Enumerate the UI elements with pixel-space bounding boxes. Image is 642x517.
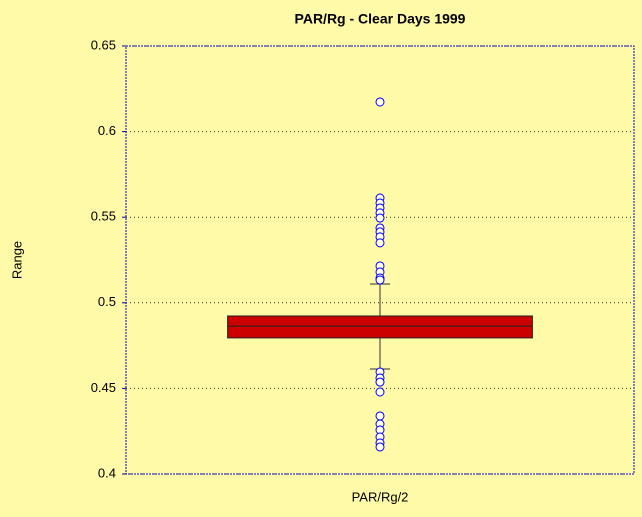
chart-title: PAR/Rg - Clear Days 1999 (295, 11, 466, 27)
plot-border (125, 45, 635, 475)
x-tick-label: PAR/Rg/2 (352, 489, 409, 504)
outlier (375, 238, 385, 248)
y-tick-label: 0.45 (91, 380, 116, 395)
outlier (375, 387, 385, 397)
outlier (375, 97, 385, 107)
box (227, 315, 533, 339)
y-tick-label: 0.65 (91, 37, 116, 52)
y-tick-label: 0.5 (98, 294, 116, 309)
outlier (375, 411, 385, 421)
y-tick-label: 0.4 (98, 465, 116, 480)
y-tick-label: 0.6 (98, 123, 116, 138)
y-tick-label: 0.55 (91, 209, 116, 224)
outlier (375, 275, 385, 285)
outlier (375, 442, 385, 452)
outlier (375, 213, 385, 223)
y-axis-label: Range (9, 241, 24, 279)
outlier (375, 377, 385, 387)
